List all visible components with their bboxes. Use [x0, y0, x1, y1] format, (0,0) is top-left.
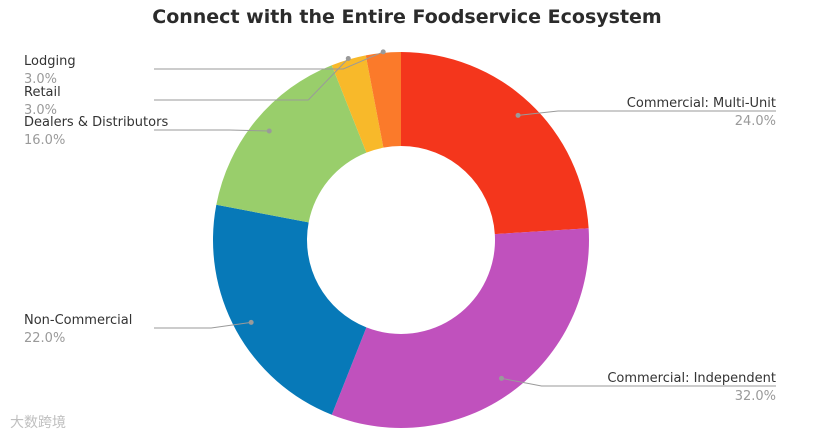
slice-label: Lodging	[24, 54, 76, 69]
leader-dot	[266, 128, 272, 134]
slice-percent-label: 3.0%	[24, 103, 57, 118]
slice-lodging	[365, 52, 401, 148]
leader-line	[518, 110, 776, 116]
slice-percent-label: 22.0%	[24, 331, 65, 346]
slice-percent-label: 16.0%	[24, 133, 65, 148]
leader-dot	[515, 112, 521, 118]
slice-label: Commercial: Multi-Unit	[627, 96, 776, 111]
leader-dot	[345, 56, 351, 62]
slice-percent-label: 32.0%	[735, 389, 776, 404]
leader-line	[154, 321, 252, 329]
leader-line	[501, 377, 776, 387]
slice-non-commercial	[213, 204, 367, 415]
leader-line	[154, 129, 270, 132]
watermark-text: 大数跨境	[10, 415, 66, 431]
slice-commercial-independent	[331, 228, 589, 428]
leader-dot	[248, 319, 254, 325]
slice-retail	[331, 55, 384, 153]
leader-line	[154, 51, 384, 70]
slice-label: Commercial: Independent	[607, 371, 776, 386]
slice-dealers-distributors	[216, 65, 367, 223]
slice-label: Retail	[24, 85, 61, 100]
slice-label: Dealers & Distributors	[24, 115, 168, 130]
leader-dot	[380, 49, 386, 55]
slice-commercial-multi-unit	[401, 52, 589, 235]
slice-percent-label: 3.0%	[24, 72, 57, 87]
leader-line	[154, 58, 349, 101]
slice-label: Non-Commercial	[24, 313, 132, 328]
chart-title: Connect with the Entire Foodservice Ecos…	[152, 6, 662, 28]
slice-percent-label: 24.0%	[735, 114, 776, 129]
leader-dot	[499, 375, 505, 381]
